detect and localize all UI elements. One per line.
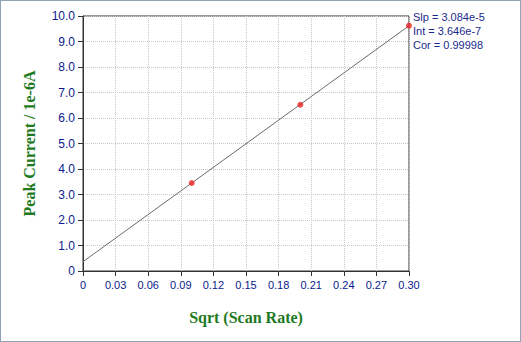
svg-text:1.0: 1.0 [58,239,75,253]
svg-text:Peak Current / 1e-6A: Peak Current / 1e-6A [21,70,38,216]
svg-text:0.03: 0.03 [105,279,126,291]
svg-text:2.0: 2.0 [58,213,75,227]
svg-text:0.27: 0.27 [366,279,387,291]
svg-text:Int = 3.646e-7: Int = 3.646e-7 [413,25,481,37]
svg-text:0.30: 0.30 [398,279,419,291]
svg-text:0.24: 0.24 [333,279,354,291]
svg-text:0.18: 0.18 [268,279,289,291]
svg-text:10.0: 10.0 [52,9,76,23]
svg-text:3.0: 3.0 [58,188,75,202]
svg-text:0.09: 0.09 [170,279,191,291]
svg-text:0.06: 0.06 [137,279,158,291]
svg-text:5.0: 5.0 [58,137,75,151]
svg-text:8.0: 8.0 [58,60,75,74]
svg-text:Sqrt (Scan Rate): Sqrt (Scan Rate) [189,309,303,327]
svg-text:0.15: 0.15 [235,279,256,291]
svg-text:0.12: 0.12 [203,279,224,291]
svg-text:9.0: 9.0 [58,35,75,49]
svg-text:4.0: 4.0 [58,162,75,176]
svg-text:0: 0 [68,264,75,278]
svg-text:Cor = 0.99998: Cor = 0.99998 [413,39,483,51]
svg-text:0.21: 0.21 [300,279,321,291]
svg-text:6.0: 6.0 [58,111,75,125]
svg-text:7.0: 7.0 [58,86,75,100]
svg-text:Slp = 3.084e-5: Slp = 3.084e-5 [413,11,485,23]
svg-text:0: 0 [80,279,86,291]
